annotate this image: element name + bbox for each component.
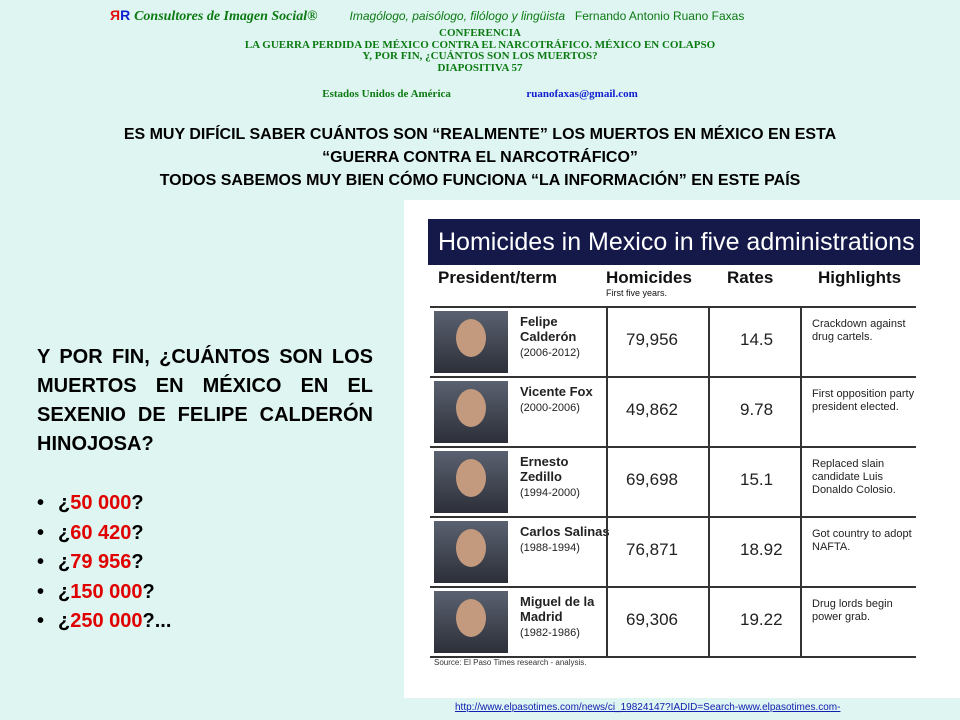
author-name: Fernando Antonio Ruano Faxas (574, 9, 745, 23)
highlight-text: Got country to adopt NAFTA. (812, 528, 912, 553)
column-header-homicides: Homicides First five years. (606, 268, 692, 298)
homicides-label: Homicides (606, 268, 692, 287)
headline-line: “GUERRA CONTRA EL NARCOTRÁFICO” (322, 149, 638, 166)
slide-number: DIAPOSITIVA 57 (437, 61, 523, 74)
column-header-highlights: Highlights (818, 268, 902, 287)
president-name: Felipe Calderón (520, 314, 577, 344)
country: Estados Unidos de América (322, 88, 451, 100)
option-item: ¿150 000? (37, 578, 171, 608)
headline-line: ES MUY DIFÍCIL SABER CUÁNTOS SON “REALME… (123, 126, 837, 143)
table-source: Source: El Paso Times research - analysi… (434, 658, 587, 667)
table-row: Vicente Fox (2000-2006) 49,862 9.78 First… (430, 376, 916, 446)
president-photo (434, 451, 508, 513)
president-name: Ernesto Zedillo (520, 454, 569, 484)
option-value: 79 956 (70, 551, 132, 573)
option-item: ¿250 000?... (37, 607, 171, 637)
president-photo (434, 521, 508, 583)
options-list: ¿50 000?¿60 420?¿79 956?¿150 000?¿250 00… (37, 489, 171, 637)
president-term: (1994-2000) (520, 487, 580, 499)
company-name: Consultores de Imagen Social® (134, 9, 318, 24)
headline: ES MUY DIFÍCIL SABER CUÁNTOS SON “REALME… (0, 123, 960, 192)
president-term: (2000-2006) (520, 402, 580, 414)
headline-line: TODOS SABEMOS MUY BIEN CÓMO FUNCIONA “LA… (159, 172, 801, 189)
president-name: Carlos Salinas (520, 524, 610, 539)
source-link[interactable]: http://www.elpasotimes.com/news/ci_19824… (455, 702, 841, 713)
option-prefix: ¿ (58, 551, 71, 573)
homicides-value: 49,862 (626, 400, 678, 419)
option-value: 150 000 (70, 580, 143, 603)
conference-header: CONFERENCIA LA GUERRA PERDIDA DE MÉXICO … (0, 27, 960, 74)
highlight-text: Drug lords begin power grab. (812, 598, 893, 623)
president-term: (1988-1994) (520, 542, 580, 554)
option-value: 60 420 (70, 521, 132, 544)
option-item: ¿79 956? (37, 548, 171, 578)
option-prefix: ¿ (58, 610, 71, 632)
table-row: Felipe Calderón (2006-2012) 79,956 14.5 C… (430, 306, 916, 376)
rate-value: 18.92 (740, 540, 783, 559)
option-value: 250 000 (70, 610, 143, 632)
president-name: Vicente Fox (520, 384, 593, 399)
president-photo (434, 381, 508, 443)
column-header-president: President/term (438, 268, 558, 287)
email: ruanofaxas@gmail.com (526, 88, 638, 100)
option-item: ¿60 420? (37, 519, 171, 549)
president-photo (434, 591, 508, 653)
president-term: (1982-1986) (520, 627, 580, 639)
option-suffix: ? (131, 492, 144, 514)
rate-value: 15.1 (740, 470, 774, 489)
table-row: Miguel de la Madrid (1982-1986) 69,306 19… (430, 586, 916, 656)
header-line: Y, POR FIN, ¿CUÁNTOS SON LOS MUERTOS? (362, 50, 598, 62)
highlight-text: Replaced slain candidate Luis Donaldo Co… (812, 458, 896, 496)
option-suffix: ? (131, 521, 144, 544)
tagline: Imagólogo, paisólogo, filólogo y lingüis… (349, 9, 565, 23)
president-photo (434, 311, 508, 373)
option-prefix: ¿ (58, 580, 71, 603)
president-name: Miguel de la Madrid (520, 594, 595, 624)
contact-line: Estados Unidos de América ruanofaxas@gma… (0, 88, 960, 100)
highlight-text: Crackdown against drug cartels. (812, 318, 906, 343)
option-value: 50 000 (70, 492, 132, 514)
president-term: (2006-2012) (520, 347, 580, 359)
homicides-sub: First five years. (606, 288, 668, 298)
rate-value: 14.5 (740, 330, 774, 349)
header-line: CONFERENCIA (439, 27, 521, 39)
table-title: Homicides in Mexico in five administrati… (428, 219, 920, 265)
option-prefix: ¿ (58, 492, 71, 514)
option-suffix: ? (142, 580, 155, 603)
logo: R (120, 7, 131, 23)
homicides-value: 79,956 (626, 330, 678, 349)
homicides-table-image: Homicides in Mexico in five administrati… (404, 200, 960, 698)
option-suffix: ? (131, 551, 144, 573)
logo: Я (110, 7, 121, 23)
question: Y POR FIN, ¿CUÁNTOS SON LOS MUERTOS EN M… (37, 346, 373, 455)
rate-value: 9.78 (740, 400, 774, 419)
option-suffix: ?... (142, 610, 172, 632)
homicides-value: 69,698 (626, 470, 678, 489)
column-header-rates: Rates (727, 268, 774, 287)
option-prefix: ¿ (58, 521, 71, 544)
table-row: Carlos Salinas (1988-1994) 76,871 18.92 G… (430, 516, 916, 586)
header-line: LA GUERRA PERDIDA DE MÉXICO CONTRA EL NA… (244, 38, 716, 51)
homicides-value: 76,871 (626, 540, 678, 559)
table-row: Ernesto Zedillo (1994-2000) 69,698 15.1 R… (430, 446, 916, 516)
option-item: ¿50 000? (37, 489, 171, 519)
homicides-value: 69,306 (626, 610, 678, 629)
highlight-text: First opposition party president elected… (812, 388, 915, 413)
brand-line: ЯR Consultores de Imagen Social® Imagólo… (110, 7, 744, 25)
rate-value: 19.22 (740, 610, 783, 629)
